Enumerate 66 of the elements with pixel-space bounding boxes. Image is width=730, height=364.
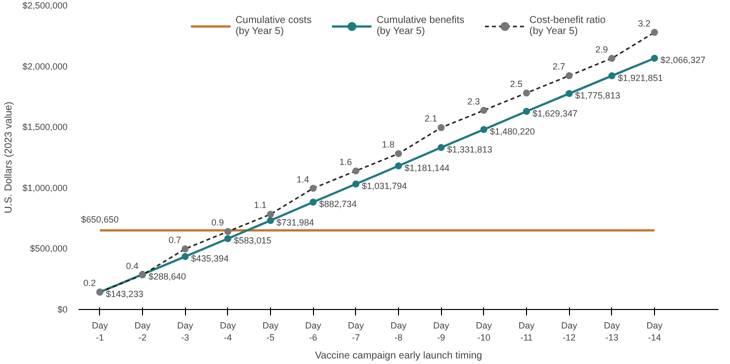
y-tick-label: $0 (57, 304, 68, 314)
y-tick-label: $1,500,000 (22, 122, 68, 132)
point (352, 180, 360, 188)
data-label: 2.1 (424, 114, 438, 124)
data-label: $288,640 (148, 271, 186, 282)
x-tick-label: Day -9 (433, 320, 450, 342)
x-tick-label: Day -5 (262, 320, 279, 342)
y-axis-title: U.S. Dollars (2023 value) (3, 102, 14, 214)
data-label: $143,233 (106, 289, 144, 300)
data-label: 0.9 (211, 218, 224, 228)
data-label: $1,031,794 (362, 181, 407, 192)
data-label: $583,015 (234, 236, 272, 246)
x-tick-label: Day -7 (348, 320, 364, 342)
x-tick-label: Day -8 (390, 320, 407, 342)
data-label: $1,480,220 (490, 126, 535, 137)
y-tick-label: $2,500,000 (22, 0, 68, 10)
data-label: $882,734 (319, 199, 357, 210)
data-label: $1,331,813 (447, 144, 492, 155)
data-label: 0.2 (83, 278, 96, 288)
data-label: $1,921,851 (618, 72, 663, 83)
y-tick-label: $500,000 (30, 244, 68, 254)
point (523, 108, 530, 115)
data-label: 1.1 (254, 200, 267, 210)
legend-label: Cumulative benefits (by Year 5) (376, 15, 464, 37)
x-tick-label: Day -2 (134, 320, 151, 342)
point (182, 253, 189, 260)
x-tick-label: Day -6 (305, 320, 322, 342)
legend-label: Cost-benefit ratio (by Year 5) (529, 15, 606, 37)
data-label: 0.7 (168, 234, 182, 245)
point (651, 54, 658, 62)
data-label: 2.9 (595, 44, 608, 54)
x-tick-label: Day -4 (220, 320, 236, 342)
x-tick-label: Day -14 (646, 320, 663, 342)
data-label: $731,984 (276, 217, 314, 228)
point (480, 126, 488, 133)
y-tick-label: $1,000,000 (22, 182, 68, 193)
data-label: 2.5 (510, 79, 523, 89)
x-tick-label: Day -1 (92, 320, 108, 342)
data-label: $2,066,327 (660, 55, 706, 66)
data-label: $650,650 (81, 214, 119, 224)
x-tick-label: Day -12 (561, 320, 578, 342)
data-label: 3.2 (638, 18, 651, 28)
data-label: $1,775,813 (575, 90, 620, 101)
data-label: 0.4 (126, 260, 139, 271)
point (438, 144, 445, 152)
point (608, 72, 616, 80)
data-label: 2.7 (552, 62, 566, 72)
data-label: $1,181,144 (404, 162, 450, 173)
data-label: 2.3 (467, 96, 480, 106)
x-tick-label: Day -3 (177, 320, 194, 342)
data-label: 1.8 (382, 140, 395, 150)
point (310, 198, 317, 206)
point (395, 162, 402, 170)
point (566, 90, 573, 98)
data-label: 1.4 (296, 174, 310, 184)
data-label: $435,394 (191, 254, 229, 264)
data-label: $1,629,347 (532, 108, 578, 118)
y-tick-label: $2,000,000 (22, 61, 68, 72)
point (224, 235, 232, 242)
x-tick-label: Day -13 (604, 320, 620, 342)
x-tick-label: Day -11 (518, 320, 535, 342)
x-tick-label: Day -10 (476, 320, 492, 342)
point (267, 216, 274, 224)
data-label: 1.6 (339, 156, 352, 167)
legend-label: Cumulative costs (by Year 5) (235, 15, 312, 37)
x-axis-title: Vaccine campaign early launch timing (314, 350, 482, 362)
